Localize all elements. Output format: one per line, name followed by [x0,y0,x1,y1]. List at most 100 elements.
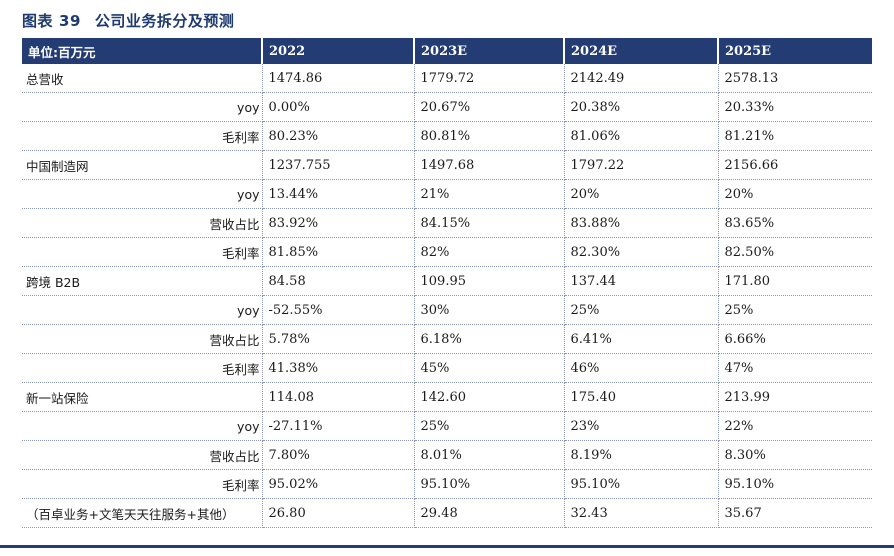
row-label: （百卓业务+文笔天天往服务+其他） [22,498,263,528]
table-cell: 81.06% [564,121,719,151]
table-cell: 1497.68 [414,150,565,180]
table-row: yoy -52.55% 30% 25% 25% [22,295,872,325]
row-label: yoy [22,179,263,209]
table-cell: 25% [414,411,565,441]
table-cell: 82.50% [718,237,872,267]
table-cell: 20% [718,179,872,209]
table-cell: 114.08 [262,382,415,412]
column-header: 2024E [564,38,719,64]
figure-number: 39 [59,12,81,30]
table-cell: 6.41% [564,324,719,354]
table-cell: 84.58 [262,266,415,296]
table-cell: 80.23% [262,121,415,151]
table-cell: 81.21% [718,121,872,151]
table-cell: 5.78% [262,324,415,354]
row-label: yoy [22,92,263,122]
row-label: yoy [22,295,263,325]
table-cell: 20% [564,179,719,209]
table-cell: 6.66% [718,324,872,354]
table-cell: 8.01% [414,440,565,470]
table-cell: 46% [564,353,719,383]
table-cell: 95.10% [718,469,872,499]
row-label: 营收占比 [22,324,263,354]
table-row: 跨境 B2B 84.58 109.95 137.44 171.80 [22,266,872,296]
row-label: 毛利率 [22,121,263,151]
table-cell: 26.80 [262,498,415,528]
row-label: 跨境 B2B [22,266,263,296]
table-cell: 2156.66 [718,150,872,180]
table-cell: 13.44% [262,179,415,209]
table-cell: 142.60 [414,382,565,412]
column-header: 2023E [414,38,565,64]
table-row: yoy 13.44% 21% 20% 20% [22,179,872,209]
forecast-table: 单位:百万元 2022 2023E 2024E 2025E 总营收 1474.86… [22,38,872,528]
table-row: 毛利率 95.02% 95.10% 95.10% 95.10% [22,469,872,499]
table-cell: 20.33% [718,92,872,122]
table-cell: 82% [414,237,565,267]
table-cell: 1237.755 [262,150,415,180]
table-cell: 20.38% [564,92,719,122]
table-cell: 30% [414,295,565,325]
table-cell: 22% [718,411,872,441]
table-row: yoy -27.11% 25% 23% 22% [22,411,872,441]
row-label: 营收占比 [22,208,263,238]
table-cell: 84.15% [414,208,565,238]
table-cell: 213.99 [718,382,872,412]
table-cell: 83.88% [564,208,719,238]
table-cell: 8.19% [564,440,719,470]
table-cell: 25% [564,295,719,325]
table-cell: 47% [718,353,872,383]
table-cell: 41.38% [262,353,415,383]
figure-title: 图表 39 公司业务拆分及预测 [22,10,234,31]
table-header-row: 单位:百万元 2022 2023E 2024E 2025E [22,38,872,64]
table-cell: 23% [564,411,719,441]
figure-title-text: 公司业务拆分及预测 [94,12,235,30]
table-row: 毛利率 41.38% 45% 46% 47% [22,353,872,383]
figure-title-prefix: 图表 [22,12,54,30]
table-row: 中国制造网 1237.755 1497.68 1797.22 2156.66 [22,150,872,180]
table-cell: 95.10% [564,469,719,499]
table-cell: 95.02% [262,469,415,499]
row-label: 毛利率 [22,353,263,383]
table-cell: 1474.86 [262,64,415,93]
column-header: 2022 [262,38,415,64]
table-cell: 109.95 [414,266,565,296]
table-cell: 35.67 [718,498,872,528]
row-label: 营收占比 [22,440,263,470]
table-cell: 6.18% [414,324,565,354]
table-cell: 2142.49 [564,64,719,93]
row-label: 毛利率 [22,469,263,499]
table-cell: 1797.22 [564,150,719,180]
bottom-divider [0,545,894,548]
table-row: 营收占比 83.92% 84.15% 83.88% 83.65% [22,208,872,238]
table-cell: 81.85% [262,237,415,267]
table-cell: 171.80 [718,266,872,296]
table-cell: -52.55% [262,295,415,325]
table-cell: 83.92% [262,208,415,238]
table-cell: 25% [718,295,872,325]
table-row: 营收占比 5.78% 6.18% 6.41% 6.66% [22,324,872,354]
table-cell: 2578.13 [718,64,872,93]
table-cell: 8.30% [718,440,872,470]
table-cell: 83.65% [718,208,872,238]
table-cell: -27.11% [262,411,415,441]
table-cell: 20.67% [414,92,565,122]
table-row: 毛利率 80.23% 80.81% 81.06% 81.21% [22,121,872,151]
table-cell: 80.81% [414,121,565,151]
unit-label: 单位:百万元 [22,38,263,64]
table-cell: 32.43 [564,498,719,528]
column-header: 2025E [718,38,872,64]
table-cell: 29.48 [414,498,565,528]
table-body: 总营收 1474.86 1779.72 2142.49 2578.13 yoy 0.00% 2… [22,64,872,528]
table-cell: 7.80% [262,440,415,470]
row-label: 中国制造网 [22,150,263,180]
table-row: 毛利率 81.85% 82% 82.30% 82.50% [22,237,872,267]
row-label: 新一站保险 [22,382,263,412]
table-cell: 21% [414,179,565,209]
table-cell: 175.40 [564,382,719,412]
table-row: （百卓业务+文笔天天往服务+其他） 26.80 29.48 32.43 35.67 [22,498,872,528]
table-cell: 95.10% [414,469,565,499]
table-row: 营收占比 7.80% 8.01% 8.19% 8.30% [22,440,872,470]
table-row: 总营收 1474.86 1779.72 2142.49 2578.13 [22,64,872,93]
table-cell: 137.44 [564,266,719,296]
